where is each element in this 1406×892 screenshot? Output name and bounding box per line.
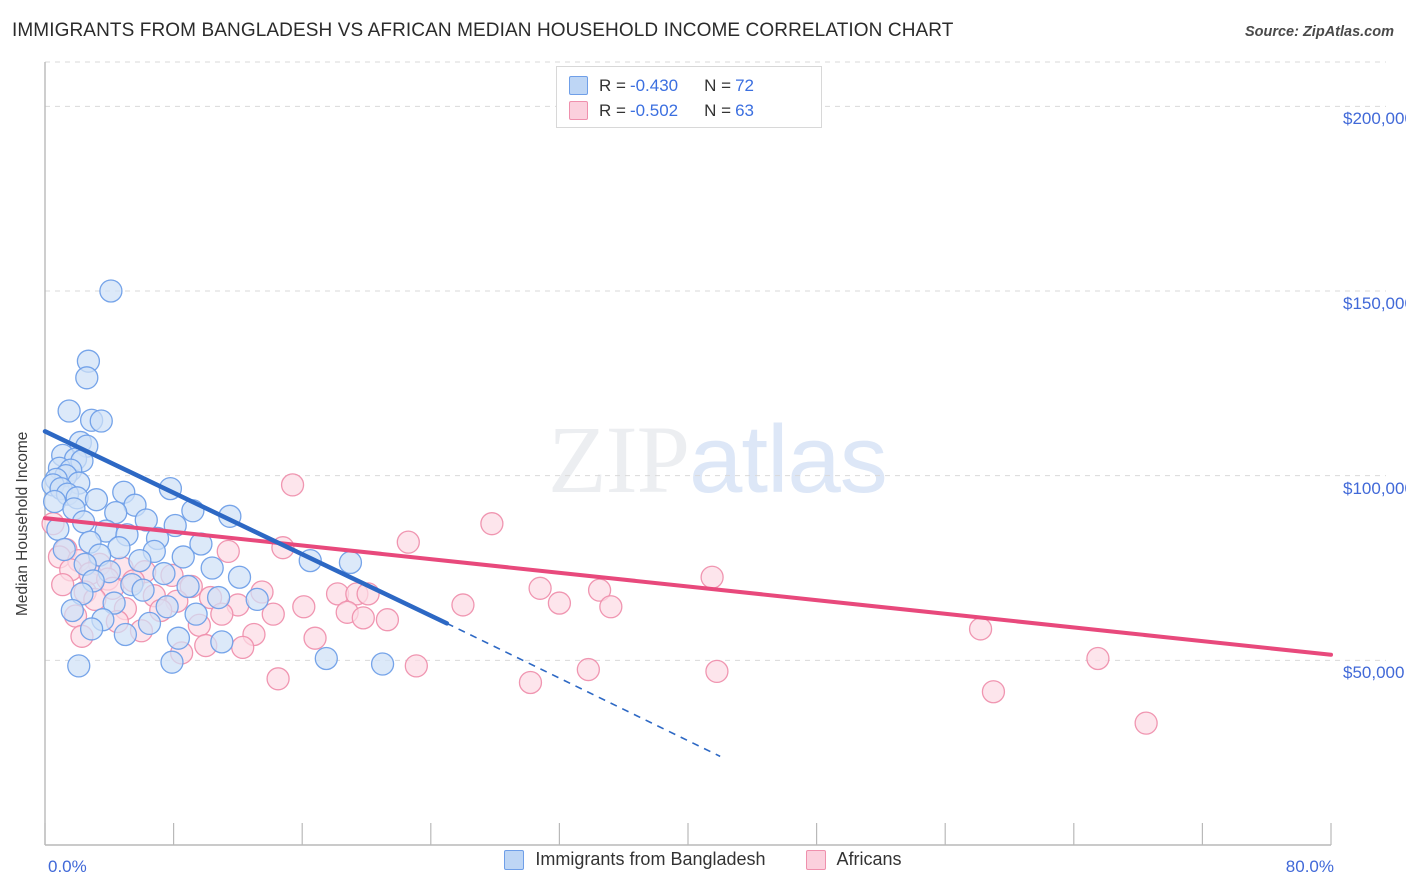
scatter-point [134, 508, 158, 532]
blue-swatch-icon [569, 76, 588, 95]
scatter-point [700, 565, 724, 589]
scatter-point [587, 578, 612, 602]
scatter-point [60, 598, 84, 623]
x-tick-marks [44, 823, 1332, 845]
stats-row-bangladesh: R = -0.430 N = 72 [569, 73, 811, 98]
scatter-point [1086, 646, 1110, 671]
scatter-point [67, 654, 91, 678]
scatter-point [166, 626, 191, 650]
scatter-point [84, 488, 109, 512]
correlation-stats-box: R = -0.430 N = 72 R = -0.502 N = 63 [556, 66, 822, 128]
stats-row-africans: R = -0.502 N = 63 [569, 98, 811, 123]
legend-pink-swatch-icon [805, 849, 826, 870]
scatter-point [451, 593, 475, 617]
r-value-blue: -0.430 [629, 75, 679, 95]
scatter-point [52, 537, 76, 562]
scatter-point [152, 561, 176, 586]
scatter-point [79, 617, 104, 641]
y-tick-label: $100,000 [1343, 478, 1406, 498]
scatter-point [210, 630, 234, 654]
scatter-point [528, 576, 552, 600]
scatter-point [303, 626, 327, 650]
scatter-point [280, 473, 305, 497]
trendline-africans [43, 516, 1333, 657]
r-value-pink: -0.502 [629, 100, 679, 120]
scatter-point [171, 545, 195, 569]
scatter-point [261, 602, 285, 626]
scatter-point [176, 574, 200, 599]
legend-item-bangladesh[interactable]: Immigrants from Bangladesh [504, 849, 766, 870]
r-label-pink: R = [599, 100, 626, 120]
scatter-point [245, 587, 269, 612]
n-value-blue: 72 [735, 75, 754, 95]
scatter-point [206, 585, 231, 610]
r-label-blue: R = [599, 75, 626, 95]
scatter-point [227, 565, 252, 589]
legend-item-africans[interactable]: Africans [805, 849, 902, 870]
trendline-bangladesh-projection [446, 622, 721, 758]
page-title: IMMIGRANTS FROM BANGLADESH VS AFRICAN ME… [12, 20, 954, 41]
scatter-point [480, 512, 504, 536]
n-label-pink: N = [704, 100, 732, 120]
scatter-point [160, 650, 184, 674]
scatter-point [102, 591, 126, 615]
scatter-point [292, 595, 316, 619]
n-value-pink: 63 [735, 100, 754, 120]
scatter-point [184, 602, 208, 626]
trendline-bangladesh [42, 429, 450, 626]
scatter-point [314, 646, 338, 671]
scatter-point [266, 667, 290, 691]
scatter-point [981, 680, 1006, 704]
scatter-point [51, 572, 75, 597]
scatter-point [370, 652, 395, 676]
scatter-point [547, 591, 572, 615]
n-label-blue: N = [704, 75, 732, 95]
scatter-point [216, 539, 240, 564]
scatter-point [351, 606, 375, 630]
x-tick-label: 80.0% [1285, 857, 1334, 876]
x-tick-label: 0.0% [48, 857, 87, 876]
scatter-point [599, 595, 623, 619]
pink-swatch-icon [569, 101, 588, 120]
scatter-point [968, 617, 993, 641]
scatter-point [128, 548, 152, 573]
scatter-point [131, 578, 155, 602]
scatter-point [137, 611, 162, 636]
scatter-point [89, 409, 113, 433]
y-tick-label: $50,000 [1343, 663, 1405, 683]
scatter-point [99, 279, 123, 303]
scatter-point [1134, 711, 1158, 735]
scatter-point [576, 657, 600, 682]
scatter-point [396, 530, 420, 554]
scatter-point [113, 622, 138, 647]
scatter-point [518, 670, 543, 695]
scatter-series-bangladesh [41, 279, 395, 678]
y-tick-label: $150,000 [1343, 293, 1406, 313]
scatter-point [200, 556, 224, 580]
scatter-point [57, 399, 81, 423]
source-attribution: Source: ZipAtlas.com [1244, 24, 1394, 40]
legend-blue-swatch-icon [504, 849, 525, 870]
scatter-point [231, 635, 255, 660]
y-tick-label: $200,000 [1343, 109, 1406, 129]
scatter-point [705, 659, 729, 684]
trendlines [42, 429, 1333, 758]
scatter-point [104, 500, 128, 525]
legend-label-africans: Africans [836, 849, 902, 869]
scatter-point [375, 608, 400, 632]
scatter-point [404, 654, 428, 678]
chart-legend: Immigrants from Bangladesh Africans [0, 849, 1406, 870]
legend-label-bangladesh: Immigrants from Bangladesh [535, 849, 766, 869]
scatter-point [338, 550, 363, 575]
scatter-point [75, 366, 99, 390]
scatter-point [155, 595, 179, 619]
